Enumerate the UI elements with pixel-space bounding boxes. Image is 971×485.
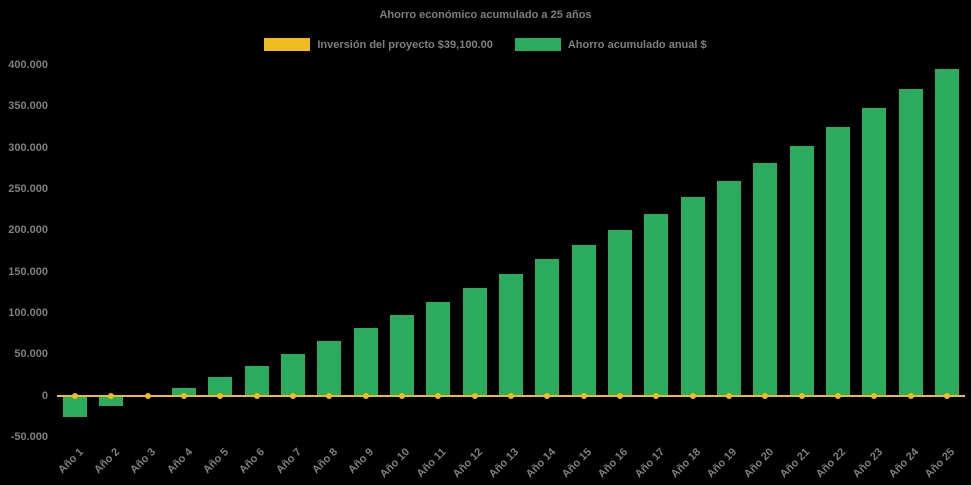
x-axis-label-año-18: Año 18 — [668, 446, 704, 481]
x-axis-label-año-19: Año 19 — [704, 446, 740, 481]
investment-line-marker — [217, 392, 224, 399]
y-axis-tick-label: 400.000 — [8, 59, 48, 71]
bar-año-12 — [462, 288, 487, 396]
investment-line-marker — [834, 392, 841, 399]
x-axis-label-año-20: Año 20 — [741, 446, 776, 481]
y-axis-tick-label: 250.000 — [8, 183, 48, 195]
x-axis-label-año-7: Año 7 — [273, 446, 304, 477]
x-axis-label-año-21: Año 21 — [777, 446, 813, 481]
investment-line-marker — [653, 392, 660, 399]
legend-label-savings: Ahorro acumulado anual $ — [567, 38, 707, 51]
investment-line-marker — [725, 392, 732, 399]
bar-año-1 — [63, 395, 88, 418]
y-axis-tick-label: 0 — [41, 389, 48, 402]
bar-año-18 — [680, 197, 705, 396]
x-axis-label-año-9: Año 9 — [346, 446, 377, 477]
y-axis-tick-label: 350.000 — [8, 100, 48, 113]
x-axis-label-año-1: Año 1 — [55, 446, 86, 477]
bar-año-22 — [825, 127, 850, 396]
y-axis: 400.000 350.000 300.000 250.000 200.000 150.0… — [0, 59, 52, 443]
legend-swatch-investment — [264, 38, 311, 51]
legend-swatch-savings — [514, 38, 561, 51]
bar-año-24 — [898, 88, 923, 396]
investment-line-marker — [762, 392, 769, 399]
y-axis-tick-label: 200.000 — [8, 224, 48, 237]
investment-line-marker — [362, 392, 369, 399]
bar-año-23 — [862, 107, 887, 396]
y-axis-tick-label: 100.000 — [8, 307, 48, 319]
investment-line-marker — [871, 392, 878, 399]
investment-line-marker — [907, 392, 914, 399]
x-axis-label-año-6: Año 6 — [237, 446, 268, 477]
legend-label-investment: Inversión del proyecto $39,100.00 — [317, 38, 493, 51]
x-axis-label-año-3: Año 3 — [128, 446, 159, 477]
investment-line-marker — [326, 392, 333, 399]
bar-año-11 — [426, 302, 451, 396]
bar-año-5 — [208, 377, 233, 396]
bar-año-19 — [716, 180, 741, 396]
chart-legend: Inversión del proyecto $39,100.00 Ahorro… — [0, 38, 971, 51]
chart-title: Ahorro económico acumulado a 25 años — [379, 9, 592, 21]
x-axis-label-año-12: Año 12 — [450, 446, 486, 481]
investment-line-marker — [798, 392, 805, 399]
y-axis-tick-label: -50.000 — [10, 431, 48, 443]
x-axis-label-año-5: Año 5 — [200, 446, 231, 477]
x-axis-label-año-25: Año 25 — [922, 446, 958, 481]
y-axis-tick-label: 150.000 — [8, 265, 48, 278]
x-axis-label-año-8: Año 8 — [309, 446, 340, 477]
x-axis-label-año-4: Año 4 — [164, 446, 195, 477]
bar-año-20 — [753, 163, 778, 396]
investment-line-marker — [399, 392, 406, 399]
bar-año-6 — [244, 365, 269, 396]
x-axis-label-año-17: Año 17 — [632, 446, 667, 481]
bar-año-25 — [934, 69, 959, 396]
bar-año-15 — [571, 245, 596, 396]
x-axis-label-año-10: Año 10 — [378, 446, 413, 481]
investment-line-marker — [181, 392, 188, 399]
x-axis-label-año-24: Año 24 — [886, 446, 922, 481]
y-axis-tick-label: 300.000 — [8, 141, 48, 154]
x-axis-label-año-23: Año 23 — [850, 446, 885, 481]
investment-line-marker — [108, 392, 115, 399]
investment-line-marker — [580, 392, 587, 399]
investment-line-marker — [689, 392, 696, 399]
bar-año-9 — [353, 327, 378, 396]
bar-año-4 — [172, 388, 197, 396]
plot-area — [57, 65, 965, 437]
x-axis: Año 1 Año 2 Año 3 Año 4 Año 5 Año 6 Año 7 Año 8… — [55, 440, 965, 485]
y-axis-tick-label: 50.000 — [14, 348, 48, 361]
x-axis-label-año-2: Año 2 — [91, 446, 122, 477]
investment-line-marker — [616, 392, 623, 399]
investment-line-marker — [508, 392, 514, 399]
investment-line-marker — [943, 392, 950, 399]
bar-año-10 — [390, 315, 415, 396]
investment-line-marker — [253, 392, 260, 399]
investment-line-marker — [435, 392, 442, 399]
investment-line-marker — [72, 392, 79, 399]
x-axis-label-año-13: Año 13 — [487, 446, 522, 481]
bar-año-21 — [789, 146, 814, 396]
bar-año-17 — [644, 213, 669, 396]
bar-año-14 — [535, 259, 560, 396]
bar-año-13 — [499, 274, 523, 396]
bar-año-2 — [99, 395, 124, 407]
investment-line-marker — [544, 392, 551, 399]
investment-line-marker — [144, 392, 151, 399]
x-axis-label-año-14: Año 14 — [523, 446, 558, 481]
x-axis-label-año-16: Año 16 — [596, 446, 631, 481]
x-axis-label-año-15: Año 15 — [559, 446, 595, 481]
legend-item-investment: Inversión del proyecto $39,100.00 — [264, 38, 493, 51]
bar-año-7 — [281, 353, 306, 396]
investment-line-marker — [471, 392, 478, 399]
legend-item-savings: Ahorro acumulado anual $ — [514, 38, 707, 51]
bar-año-16 — [607, 229, 632, 396]
bar-año-8 — [317, 341, 342, 396]
x-axis-label-año-22: Año 22 — [813, 446, 849, 481]
x-axis-label-año-11: Año 11 — [414, 446, 449, 480]
investment-line-marker — [290, 392, 297, 399]
